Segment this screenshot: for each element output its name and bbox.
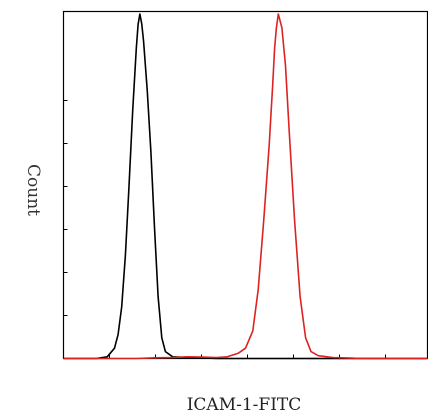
y-axis-label: Count: [23, 164, 43, 216]
y-axis-ticks: [63, 100, 68, 316]
x-axis-label: ICAM-1-FITC: [187, 395, 302, 415]
plot-frame: [62, 10, 428, 360]
series-line-1: [63, 13, 428, 360]
series-lines: [63, 13, 428, 360]
series-line-2: [63, 13, 428, 360]
